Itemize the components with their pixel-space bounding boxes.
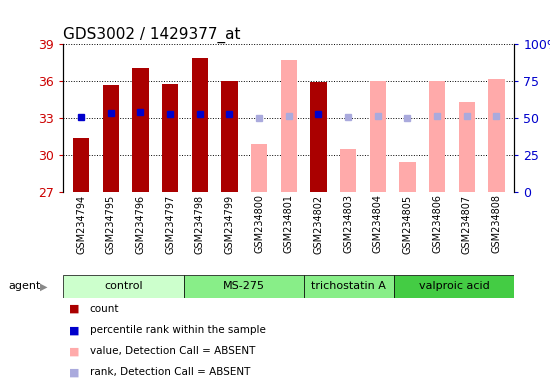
- Text: count: count: [90, 304, 119, 314]
- Bar: [221, 81, 238, 192]
- Text: valproic acid: valproic acid: [419, 281, 490, 291]
- Bar: [429, 81, 446, 192]
- Text: GSM234807: GSM234807: [462, 194, 472, 253]
- Bar: [73, 138, 89, 192]
- Bar: [132, 68, 148, 192]
- Bar: [399, 162, 416, 192]
- Text: percentile rank within the sample: percentile rank within the sample: [90, 325, 266, 335]
- Text: ■: ■: [69, 325, 79, 335]
- Text: trichostatin A: trichostatin A: [311, 281, 386, 291]
- Text: GSM234799: GSM234799: [224, 194, 234, 253]
- Text: ■: ■: [69, 367, 79, 377]
- Bar: [191, 58, 208, 192]
- Text: value, Detection Call = ABSENT: value, Detection Call = ABSENT: [90, 346, 255, 356]
- Text: GSM234796: GSM234796: [135, 194, 145, 253]
- Bar: [459, 102, 475, 192]
- Text: ▶: ▶: [40, 281, 48, 291]
- Text: GSM234804: GSM234804: [373, 194, 383, 253]
- Bar: [251, 144, 267, 192]
- Text: GSM234805: GSM234805: [403, 194, 412, 253]
- Text: ■: ■: [69, 304, 79, 314]
- Bar: [370, 81, 386, 192]
- Bar: [304, 275, 394, 298]
- Text: MS-275: MS-275: [223, 281, 265, 291]
- Text: control: control: [104, 281, 142, 291]
- Text: GSM234798: GSM234798: [195, 194, 205, 253]
- Text: GSM234806: GSM234806: [432, 194, 442, 253]
- Bar: [394, 275, 514, 298]
- Text: GSM234803: GSM234803: [343, 194, 353, 253]
- Bar: [184, 275, 304, 298]
- Text: GSM234797: GSM234797: [165, 194, 175, 254]
- Text: GSM234808: GSM234808: [492, 194, 502, 253]
- Bar: [63, 275, 184, 298]
- Text: rank, Detection Call = ABSENT: rank, Detection Call = ABSENT: [90, 367, 250, 377]
- Text: GSM234794: GSM234794: [76, 194, 86, 253]
- Text: GDS3002 / 1429377_at: GDS3002 / 1429377_at: [63, 26, 241, 43]
- Text: GSM234795: GSM234795: [106, 194, 116, 254]
- Text: GSM234801: GSM234801: [284, 194, 294, 253]
- Bar: [280, 60, 297, 192]
- Bar: [340, 149, 356, 192]
- Bar: [102, 85, 119, 192]
- Text: ■: ■: [69, 346, 79, 356]
- Text: GSM234802: GSM234802: [314, 194, 323, 253]
- Bar: [162, 84, 178, 192]
- Text: GSM234800: GSM234800: [254, 194, 264, 253]
- Text: agent: agent: [8, 281, 41, 291]
- Bar: [310, 82, 327, 192]
- Bar: [488, 79, 504, 192]
